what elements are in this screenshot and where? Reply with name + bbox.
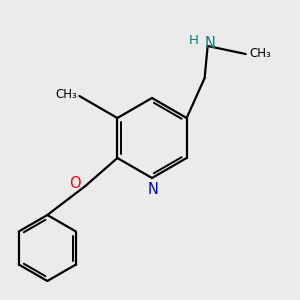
- Text: CH₃: CH₃: [56, 88, 77, 100]
- Text: H: H: [189, 34, 199, 46]
- Text: O: O: [70, 176, 81, 190]
- Text: N: N: [204, 35, 215, 50]
- Text: N: N: [148, 182, 158, 197]
- Text: CH₃: CH₃: [250, 46, 272, 59]
